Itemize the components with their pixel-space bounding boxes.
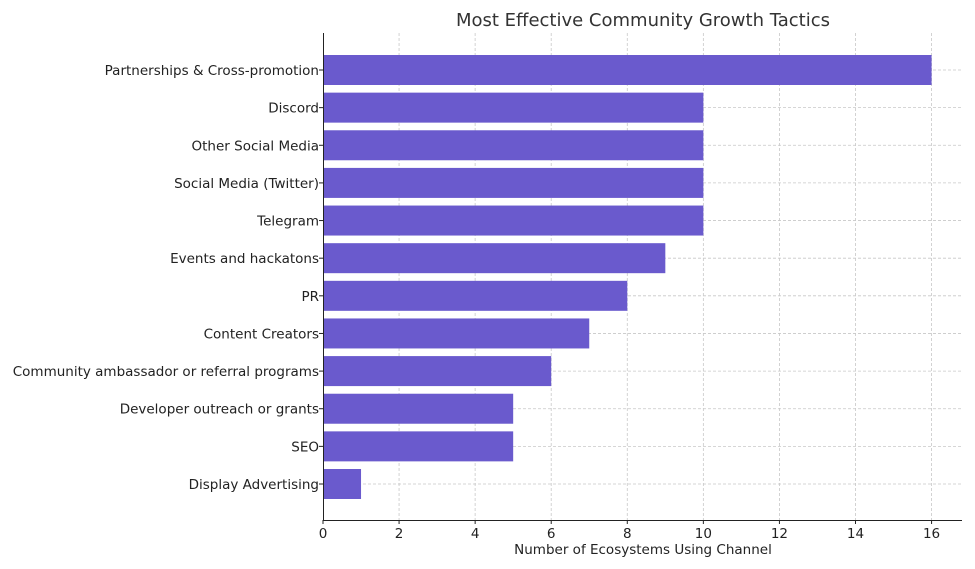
bar <box>323 130 704 161</box>
x-tick-labels: 0 2 4 6 8 10 12 14 16 <box>319 520 940 542</box>
y-tick-label: Telegram <box>256 214 319 230</box>
x-tick-label: 8 <box>623 526 632 542</box>
bars <box>323 55 932 499</box>
bar <box>323 356 552 387</box>
bar <box>323 243 666 274</box>
x-axis-label: Number of Ecosystems Using Channel <box>514 542 772 558</box>
x-tick-label: 6 <box>547 526 556 542</box>
bar <box>323 205 704 236</box>
y-tick-label: Social Media (Twitter) <box>174 176 319 192</box>
y-tick-label: PR <box>301 289 319 305</box>
x-tick-label: 4 <box>471 526 480 542</box>
bar <box>323 469 362 499</box>
x-tick-label: 16 <box>923 526 940 542</box>
y-tick-label: Content Creators <box>204 326 319 342</box>
y-tick-label: Events and hackatons <box>170 251 319 267</box>
y-tick-label: Partnerships & Cross-promotion <box>105 63 319 79</box>
bar <box>323 318 590 349</box>
y-tick-labels: Partnerships & Cross-promotion Discord Oth… <box>13 63 323 493</box>
x-tick-label: 2 <box>395 526 404 542</box>
bar <box>323 55 932 85</box>
bar <box>323 431 514 462</box>
y-tick-label: Other Social Media <box>192 138 320 154</box>
x-tick-label: 14 <box>847 526 864 542</box>
x-tick-label: 12 <box>771 526 788 542</box>
y-tick-label: SEO <box>291 439 319 455</box>
bar <box>323 167 704 198</box>
x-tick-label: 0 <box>319 526 328 542</box>
x-tick-label: 10 <box>695 526 712 542</box>
bar <box>323 393 514 424</box>
y-tick-label: Display Advertising <box>189 477 319 493</box>
bar <box>323 92 704 123</box>
y-tick-label: Discord <box>268 101 319 117</box>
chart-title: Most Effective Community Growth Tactics <box>456 10 830 31</box>
bar <box>323 280 628 311</box>
y-tick-label: Developer outreach or grants <box>120 402 319 418</box>
y-tick-label: Community ambassador or referral program… <box>13 364 319 380</box>
